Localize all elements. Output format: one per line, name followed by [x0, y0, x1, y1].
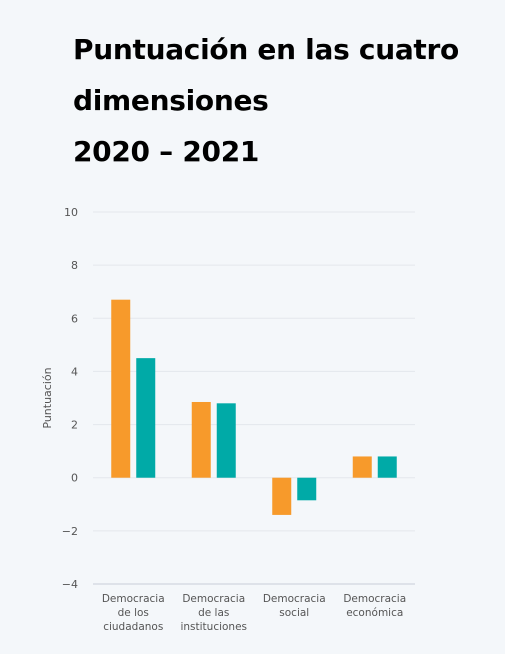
y-axis-ticks: 10 8 6 4 2 0 −2 −4	[62, 206, 78, 591]
bar	[111, 299, 131, 478]
y-tick-label: −4	[62, 578, 78, 591]
bar	[377, 456, 397, 478]
chart-title: Puntuación en las cuatro dimensiones 202…	[73, 24, 493, 177]
y-tick-label: −2	[62, 525, 78, 538]
x-category-label: Democracia económica	[343, 593, 406, 619]
x-category-label: Democracia de las instituciones	[180, 593, 247, 633]
y-tick-label: 8	[71, 259, 78, 272]
y-tick-label: 10	[64, 206, 78, 219]
x-axis-labels: Democracia de los ciudadanos Democracia de l…	[102, 593, 406, 633]
bar	[191, 401, 211, 478]
bar	[297, 477, 317, 501]
bar	[272, 477, 292, 515]
y-axis-label: Puntuación	[41, 367, 54, 428]
x-category-label: Democracia de los ciudadanos	[102, 593, 165, 633]
y-tick-label: 6	[71, 312, 78, 325]
chart-title-line-3: 2020 – 2021	[73, 135, 260, 168]
y-tick-label: 0	[71, 472, 78, 485]
bar	[136, 358, 156, 478]
y-tick-label: 2	[71, 419, 78, 432]
x-category-label: Democracia social	[263, 593, 326, 619]
y-tick-label: 4	[71, 365, 78, 378]
bar	[216, 403, 236, 478]
chart-title-line-1: Puntuación en las cuatro	[73, 33, 459, 66]
bar	[352, 456, 372, 478]
bars	[111, 299, 397, 515]
chart-title-line-2: dimensiones	[73, 84, 269, 117]
